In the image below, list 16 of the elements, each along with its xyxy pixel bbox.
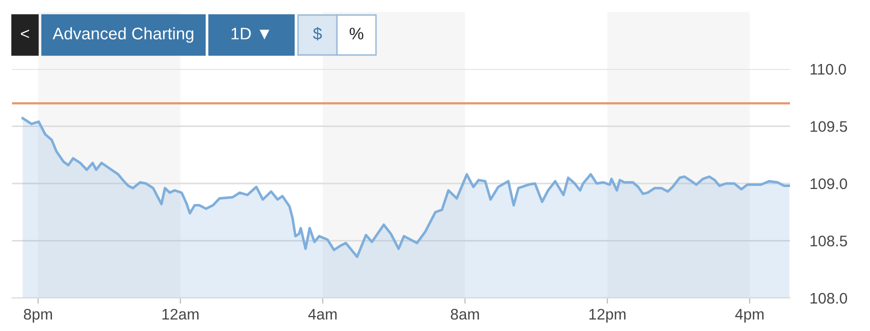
y-tick-label: 109.5 <box>810 121 848 132</box>
text: % <box>350 28 364 40</box>
x-tick-label: 8am <box>450 308 479 320</box>
y-tick-label: 108.5 <box>810 236 848 246</box>
x-tick-label: 4pm <box>735 308 764 323</box>
y-tick-label: 108.0 <box>810 292 848 304</box>
y-tick-label: 110.0 <box>810 64 846 75</box>
x-tick-label: 8pm <box>24 308 52 323</box>
text: $ <box>313 26 322 40</box>
text: Advanced Charting <box>52 27 194 43</box>
x-tick-label: 12am <box>162 308 199 320</box>
y-tick-label: 109.0 <box>810 178 848 190</box>
x-tick-label: 12pm <box>589 308 626 323</box>
text: < <box>20 30 30 38</box>
text: 1D ▼ <box>232 28 270 40</box>
x-tick-label: 4am <box>308 308 337 320</box>
